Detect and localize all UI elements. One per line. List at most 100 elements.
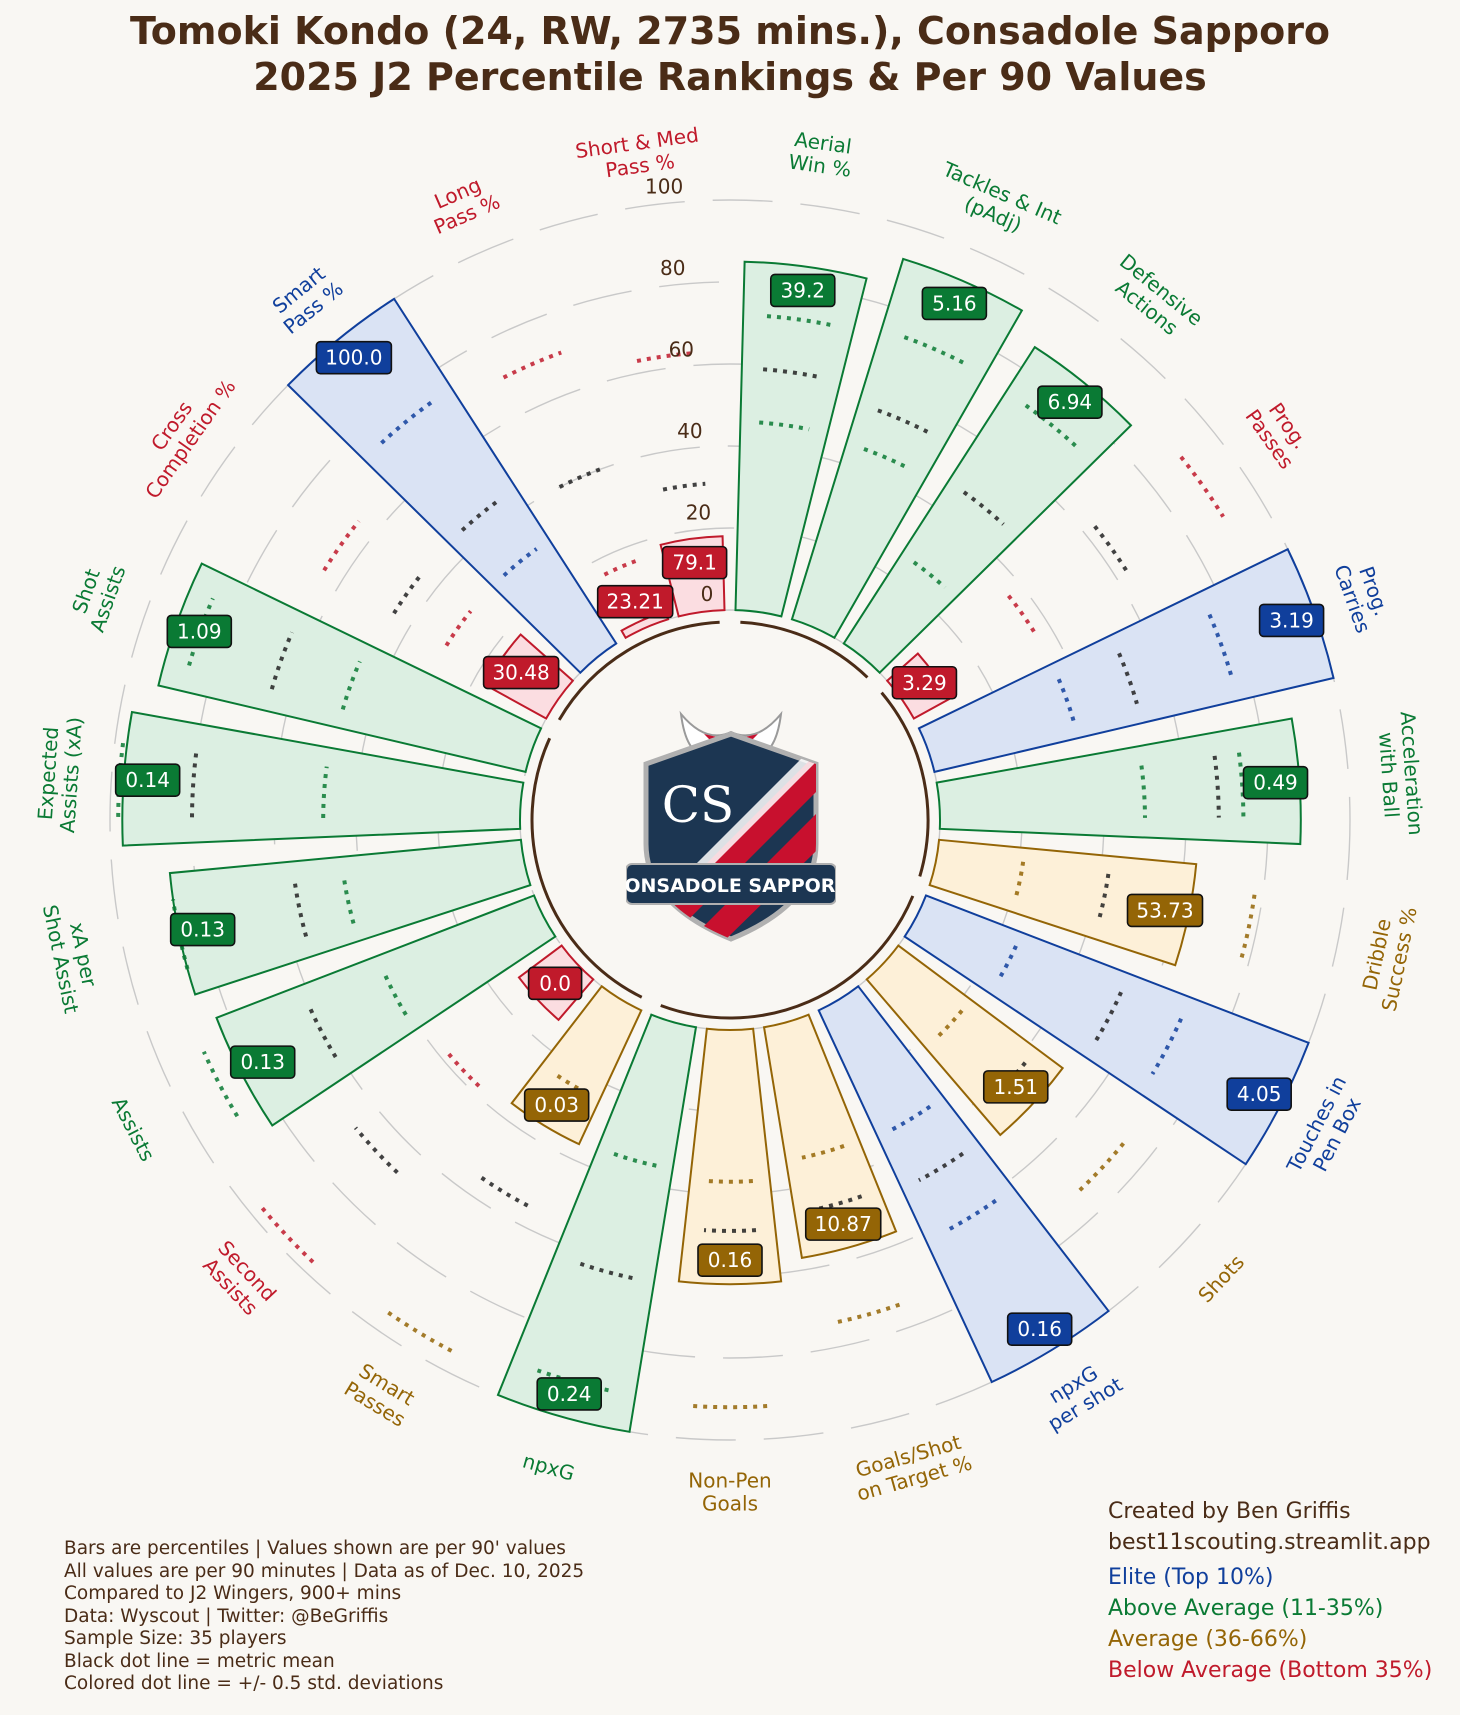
sd-high-line-dribble-success- [1238, 894, 1257, 961]
sd-high-line-shots [1078, 1142, 1126, 1192]
value-box [1037, 385, 1103, 420]
mean-line-prog-carries [1117, 652, 1139, 705]
value-box [523, 1088, 590, 1122]
sd-low-line-non-pen-goals [706, 1178, 754, 1184]
metric-label-assists: Assists [107, 1093, 160, 1165]
value-text: 100.0 [325, 346, 382, 370]
bar-assists [215, 894, 557, 1127]
value-text: 0.13 [180, 918, 225, 942]
metric-label-npxg: npxG [520, 1448, 577, 1485]
credits-and-legend: Created by Ben Griffis best11scouting.st… [1108, 1496, 1432, 1686]
group-arc-4 [530, 737, 643, 999]
mean-line-touches-in-pen-box [1094, 991, 1123, 1042]
bar-dribble-success- [928, 838, 1198, 967]
value-label-acceleration-with-ball: 0.49 [1242, 765, 1309, 800]
sd-high-line-tackles-int-padj- [903, 335, 965, 365]
bar-npxg [496, 1013, 698, 1433]
mean-line-xa-per-shot-assist [292, 881, 309, 938]
sd-low-line-goals-shot-on-target- [801, 1144, 845, 1160]
value-labels: 39.2 5.16 6.94 3.29 3.19 0.49 53.73 4.05 1.51 0.1… [114, 273, 1325, 1411]
value-box [1242, 765, 1309, 800]
mean-line-shot-assists [269, 631, 294, 690]
sd-low-line-assists [382, 971, 408, 1016]
mean-line-shots [990, 1061, 1027, 1100]
value-text: 53.73 [1136, 898, 1193, 922]
chart-notes: Bars are percentiles | Values shown are … [64, 1538, 584, 1696]
value-box [769, 273, 836, 308]
bar-tackles-int-padj- [790, 257, 1024, 640]
value-label-smart-passes: 0.03 [523, 1088, 590, 1122]
sd-high-line-aerial-win- [766, 314, 831, 327]
value-text: 0.03 [534, 1093, 579, 1117]
metric-label-shots: Shots [1193, 1250, 1249, 1307]
group-arcs [530, 620, 930, 1020]
value-box [891, 665, 958, 700]
value-box [114, 763, 181, 797]
value-text: 5.16 [932, 291, 977, 315]
bar-xa-per-shot-assist [168, 838, 532, 996]
sd-high-line-shot-assists [187, 597, 215, 667]
value-text: 1.51 [993, 1075, 1038, 1099]
group-arc-2 [880, 691, 930, 877]
mean-line-second-assists [354, 1126, 399, 1175]
value-label-expected-assists-xa-: 0.14 [114, 763, 181, 797]
club-crest-logo: CS CONSADOLE SAPPORO [626, 710, 836, 942]
value-label-xa-per-shot-assist: 0.13 [169, 912, 236, 947]
value-box [536, 1377, 603, 1411]
sd-low-line-acceleration-with-ball [1139, 765, 1147, 818]
sd-high-line-smart-passes [385, 1309, 453, 1353]
mean-line-smart-pass- [460, 497, 503, 532]
sd-high-line-short-med-pass- [636, 350, 696, 363]
sd-high-line-acceleration-with-ball [1236, 752, 1246, 818]
value-label-tackles-int-padj-: 5.16 [921, 286, 988, 321]
sd-low-line-xa-per-shot-assist [341, 874, 356, 924]
ring-label-40: 40 [677, 419, 702, 443]
sd-low-line-shots [934, 1009, 964, 1040]
value-text: 30.48 [492, 661, 549, 685]
bar-npxg-per-shot [817, 984, 1110, 1384]
sd-low-line-prog-carries [1056, 678, 1076, 723]
ring-label-0: 0 [701, 582, 714, 606]
sd-high-line-assists [202, 1050, 240, 1118]
metric-label-line: Assists [107, 1093, 160, 1165]
value-label-smart-pass-: 100.0 [315, 340, 393, 375]
legend-item: Below Average (Bottom 35%) [1108, 1658, 1433, 1683]
value-text: 0.14 [125, 768, 170, 792]
value-box [697, 1243, 763, 1277]
sd-low-line-long-pass- [603, 558, 638, 577]
sd-high-line-touches-in-pen-box [1150, 1017, 1183, 1076]
value-label-shots: 1.51 [982, 1070, 1049, 1104]
ring-label-100: 100 [645, 174, 683, 198]
bar-acceleration-with-ball [935, 717, 1302, 846]
mean-line-assists [307, 1004, 338, 1059]
value-text: 23.21 [607, 590, 664, 614]
value-label-prog-carries: 3.19 [1258, 603, 1325, 638]
value-label-dribble-success-: 53.73 [1126, 893, 1204, 928]
sd-low-line-shot-assists [340, 660, 362, 710]
group-arc-3 [660, 895, 915, 1020]
value-label-non-pen-goals: 0.16 [697, 1243, 763, 1277]
value-text: 4.05 [1237, 1082, 1282, 1106]
value-text: 0.16 [1017, 1317, 1062, 1341]
value-label-cross-completion-: 30.48 [482, 655, 560, 690]
sd-high-line-smart-pass- [380, 400, 433, 445]
sd-low-line-npxg-per-shot [891, 1104, 932, 1132]
sd-high-line-second-assists [258, 1204, 315, 1264]
value-text: 79.1 [672, 551, 717, 575]
note-line: Data: Wyscout | Twitter: @BeGriffis [64, 1605, 389, 1627]
credit-site: best11scouting.streamlit.app [1108, 1530, 1431, 1555]
title-line-1: Tomoki Kondo (24, RW, 2735 mins.), Consa… [129, 9, 1331, 53]
metric-label-line: Non-Pen [688, 1469, 771, 1493]
metric-label-prog-passes: Prog.Passes [1240, 398, 1312, 473]
value-label-goals-shot-on-target-: 10.87 [804, 1207, 882, 1241]
legend-item: Average (36-66%) [1108, 1627, 1308, 1652]
